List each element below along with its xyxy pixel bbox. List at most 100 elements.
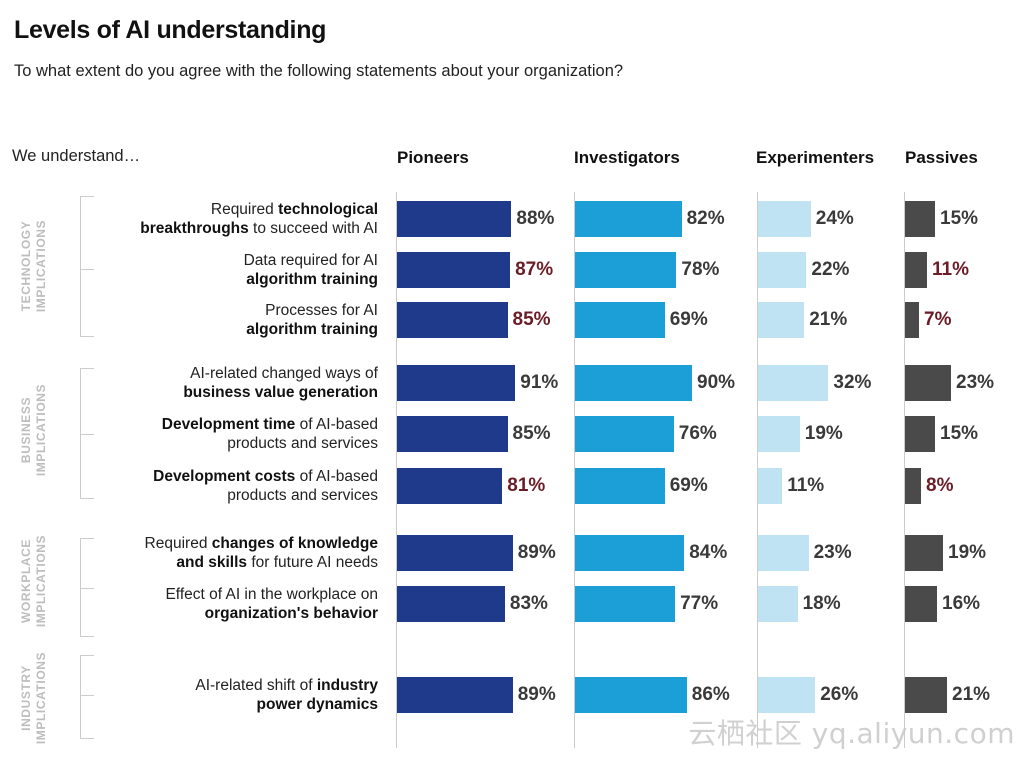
row-label-bold: power dynamics: [256, 696, 378, 713]
column-header-investigators: Investigators: [574, 148, 680, 167]
group-label-text: WORKPLACE IMPLICATIONS: [19, 535, 49, 627]
bar-pioneers: [397, 201, 512, 237]
value-label-pioneers: 85%: [512, 423, 551, 444]
bracket-tick: [80, 695, 94, 696]
bar-experimenters: [758, 252, 807, 288]
bracket-line: [80, 538, 81, 636]
row-label: Required technological breakthroughs to s…: [100, 200, 378, 238]
value-label-investigators: 84%: [689, 542, 728, 563]
value-label-pioneers: 87%: [515, 259, 554, 280]
group-bracket: [80, 655, 96, 739]
value-label-passives: 8%: [926, 475, 954, 496]
bar-investigators: [575, 586, 676, 622]
value-label-investigators: 69%: [669, 475, 708, 496]
value-label-pioneers: 81%: [507, 475, 546, 496]
group-label-line2: IMPLICATIONS: [34, 219, 48, 313]
column-rule-passives: [904, 192, 905, 748]
bar-pioneers: [397, 677, 513, 713]
value-label-investigators: 86%: [691, 684, 730, 705]
bracket-tick: [80, 434, 94, 435]
column-rule-pioneers: [396, 192, 397, 748]
bracket-tick: [80, 588, 94, 589]
bar-experimenters: [758, 535, 809, 571]
bar-experimenters: [758, 365, 829, 401]
value-label-experimenters: 23%: [813, 542, 852, 563]
row-label-text: AI-related shift of: [195, 677, 317, 694]
bar-investigators: [575, 535, 685, 571]
value-label-experimenters: 26%: [820, 684, 859, 705]
value-label-experimenters: 24%: [815, 208, 854, 229]
bar-passives: [905, 677, 947, 713]
bracket-tick: [80, 269, 94, 270]
bracket-tick: [80, 498, 94, 499]
bracket-tick: [80, 636, 94, 637]
bar-pioneers: [397, 252, 511, 288]
bar-experimenters: [758, 586, 798, 622]
row-label-bold: algorithm training: [246, 321, 378, 338]
row-label-bold: Development costs: [153, 468, 296, 485]
value-label-experimenters: 22%: [811, 259, 850, 280]
group-label-text: INDUSTRY IMPLICATIONS: [19, 652, 49, 744]
row-label: Processes for AI algorithm training: [100, 301, 378, 339]
bar-investigators: [575, 252, 677, 288]
row-label: Required changes of knowledge and skills …: [100, 534, 378, 572]
value-label-pioneers: 91%: [520, 372, 559, 393]
group-label-line1: INDUSTRY: [19, 665, 33, 731]
row-header: We understand…: [12, 147, 141, 165]
value-label-pioneers: 89%: [517, 684, 556, 705]
bar-experimenters: [758, 416, 800, 452]
row-label-bold: algorithm training: [246, 271, 378, 288]
value-label-investigators: 69%: [669, 309, 708, 330]
value-label-passives: 15%: [940, 423, 979, 444]
bar-passives: [905, 535, 943, 571]
chart-title: Levels of AI understanding: [14, 16, 327, 44]
bar-investigators: [575, 365, 692, 401]
group-label-workplace: WORKPLACE IMPLICATIONS: [14, 522, 54, 640]
bar-experimenters: [758, 302, 805, 338]
column-header-experimenters: Experimenters: [756, 148, 875, 167]
column-header-pioneers: Pioneers: [397, 148, 469, 167]
row-label-bold: organization's behavior: [204, 605, 378, 622]
bracket-tick: [80, 655, 94, 656]
row-label-text: Processes for AI: [265, 302, 378, 319]
row-label-bold: technological: [278, 201, 378, 218]
group-label-text: BUSINESS IMPLICATIONS: [19, 384, 49, 476]
value-label-passives: 11%: [932, 259, 969, 280]
bar-investigators: [575, 201, 682, 237]
row-label-text: AI-related changed ways of: [190, 365, 378, 382]
bar-passives: [905, 302, 919, 338]
bar-experimenters: [758, 468, 783, 504]
row-label-text: of AI-based: [295, 416, 378, 433]
bracket-line: [80, 655, 81, 738]
value-label-passives: 15%: [940, 208, 979, 229]
value-label-pioneers: 85%: [512, 309, 551, 330]
bar-pioneers: [397, 416, 508, 452]
row-label-bold: and skills: [176, 554, 248, 571]
group-bracket: [80, 538, 96, 637]
row-label-text: to succeed with AI: [248, 220, 378, 237]
value-label-pioneers: 89%: [517, 542, 556, 563]
bar-passives: [905, 365, 951, 401]
bar-passives: [905, 468, 921, 504]
row-label-bold: changes of knowledge: [211, 535, 378, 552]
group-bracket: [80, 196, 96, 337]
value-label-investigators: 78%: [681, 259, 720, 280]
row-label: Development costs of AI-based products an…: [100, 467, 378, 505]
row-label-text: Required: [210, 201, 279, 218]
value-label-investigators: 76%: [678, 423, 717, 444]
row-label: AI-related shift of industry power dynami…: [100, 676, 378, 714]
value-label-passives: 21%: [952, 684, 991, 705]
bar-experimenters: [758, 677, 816, 713]
row-label-text: for future AI needs: [247, 554, 378, 571]
row-label-text: Effect of AI in the workplace on: [165, 586, 378, 603]
bar-investigators: [575, 468, 665, 504]
row-label-bold: industry: [316, 677, 378, 694]
bracket-tick: [80, 368, 94, 369]
chart-subtitle: To what extent do you agree with the fol…: [14, 62, 624, 80]
row-label-text: Required: [144, 535, 212, 552]
row-label-text: products and services: [227, 435, 378, 452]
row-label-bold: breakthroughs: [140, 220, 249, 237]
value-label-investigators: 82%: [686, 208, 725, 229]
row-label: Data required for AI algorithm training: [100, 251, 378, 289]
bar-investigators: [575, 302, 665, 338]
